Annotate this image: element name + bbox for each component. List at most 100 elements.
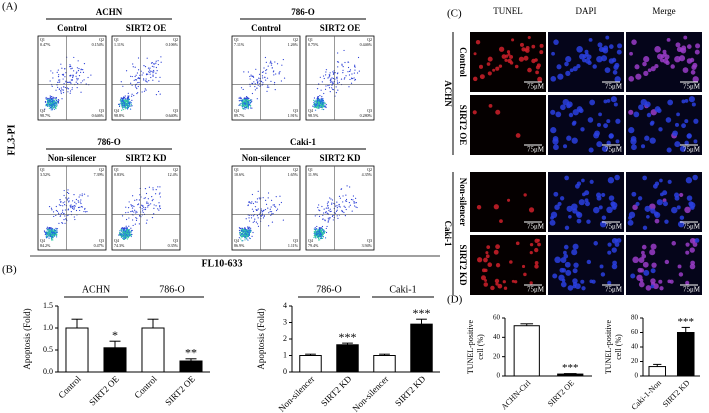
- event-dot: [45, 234, 48, 236]
- event-dot: [76, 71, 78, 73]
- event-dot: [84, 207, 86, 210]
- event-dot: [248, 99, 251, 102]
- nucleus: [473, 52, 477, 56]
- event-dot: [47, 235, 50, 237]
- nucleus: [643, 70, 649, 77]
- event-dot: [44, 101, 47, 103]
- event-dot: [315, 99, 317, 101]
- nucleus: [553, 191, 559, 197]
- event-dot: [318, 102, 320, 104]
- event-dot: [53, 99, 55, 101]
- event-dot: [252, 221, 254, 223]
- nucleus: [495, 244, 500, 250]
- event-cloud: [238, 190, 284, 242]
- event-dot: [146, 202, 148, 204]
- event-dot: [343, 211, 345, 214]
- event-dot: [123, 106, 126, 108]
- nucleus: [571, 137, 578, 144]
- event-dot: [241, 102, 243, 104]
- event-dot: [74, 218, 76, 221]
- event-dot: [73, 70, 75, 72]
- event-dot: [74, 205, 76, 207]
- event-dot: [239, 104, 241, 106]
- nucleus: [556, 64, 562, 70]
- nucleus: [631, 191, 637, 197]
- event-dot: [336, 205, 338, 207]
- event-dot: [76, 87, 78, 89]
- event-dot: [321, 237, 324, 240]
- event-dot: [325, 85, 327, 87]
- event-dot: [128, 233, 130, 235]
- event-dot: [247, 71, 249, 73]
- event-dot: [250, 101, 252, 103]
- event-dot: [339, 206, 341, 208]
- nucleus: [632, 256, 639, 264]
- event-dot: [159, 192, 161, 194]
- event-dot: [356, 206, 358, 209]
- event-dot: [50, 229, 52, 231]
- event-dot: [48, 234, 50, 236]
- event-dot: [77, 82, 79, 85]
- nucleus: [692, 76, 699, 83]
- event-dot: [75, 81, 77, 83]
- event-dot: [73, 56, 75, 59]
- event-dot: [125, 101, 127, 103]
- event-dot: [126, 108, 129, 110]
- nucleus: [679, 145, 687, 152]
- event-dot: [83, 62, 86, 65]
- event-dot: [129, 108, 132, 110]
- bar: [299, 355, 322, 373]
- event-dot: [73, 194, 75, 196]
- event-dot: [265, 69, 267, 72]
- event-dot: [344, 215, 346, 217]
- event-dot: [77, 60, 79, 62]
- quadrant-percent: 98.7%: [40, 113, 51, 118]
- event-dot: [276, 208, 279, 210]
- event-dot: [127, 235, 129, 238]
- nucleus: [580, 279, 585, 284]
- event-dot: [334, 205, 337, 207]
- scale-label: 75μM: [683, 223, 701, 231]
- event-dot: [157, 208, 159, 210]
- event-dot: [57, 81, 59, 83]
- event-dot: [341, 211, 344, 213]
- event-dot: [313, 103, 315, 105]
- event-dot: [322, 233, 324, 235]
- event-dot: [248, 237, 251, 239]
- event-dot: [159, 207, 161, 210]
- event-dot: [282, 219, 284, 221]
- nucleus: [597, 42, 603, 48]
- event-dot: [244, 108, 246, 110]
- event-dot: [130, 205, 133, 207]
- event-dot: [130, 227, 132, 229]
- event-dot: [315, 237, 317, 239]
- event-dot: [146, 57, 148, 59]
- event-dot: [353, 205, 356, 207]
- event-dot: [45, 237, 48, 239]
- nucleus: [539, 43, 544, 48]
- quadrant-name: Q3: [99, 108, 104, 113]
- nucleus: [584, 201, 590, 207]
- panel-label: (C): [447, 8, 462, 20]
- event-dot: [337, 66, 339, 68]
- event-dot: [321, 235, 323, 237]
- nucleus: [671, 241, 676, 246]
- event-dot: [61, 73, 64, 76]
- event-dot: [50, 237, 53, 239]
- nucleus: [581, 192, 586, 197]
- nucleus: [641, 250, 645, 255]
- event-dot: [266, 90, 268, 92]
- event-dot: [242, 104, 244, 106]
- event-dot: [332, 71, 334, 73]
- event-dot: [150, 70, 152, 72]
- event-dot: [246, 103, 248, 105]
- nucleus: [674, 195, 680, 201]
- nucleus: [649, 249, 656, 256]
- nucleus: [676, 205, 681, 210]
- nucleus: [662, 201, 668, 207]
- event-dot: [72, 76, 74, 79]
- event-dot: [158, 80, 160, 82]
- nucleus: [573, 262, 579, 268]
- event-dot: [278, 73, 280, 75]
- event-dot: [326, 203, 329, 205]
